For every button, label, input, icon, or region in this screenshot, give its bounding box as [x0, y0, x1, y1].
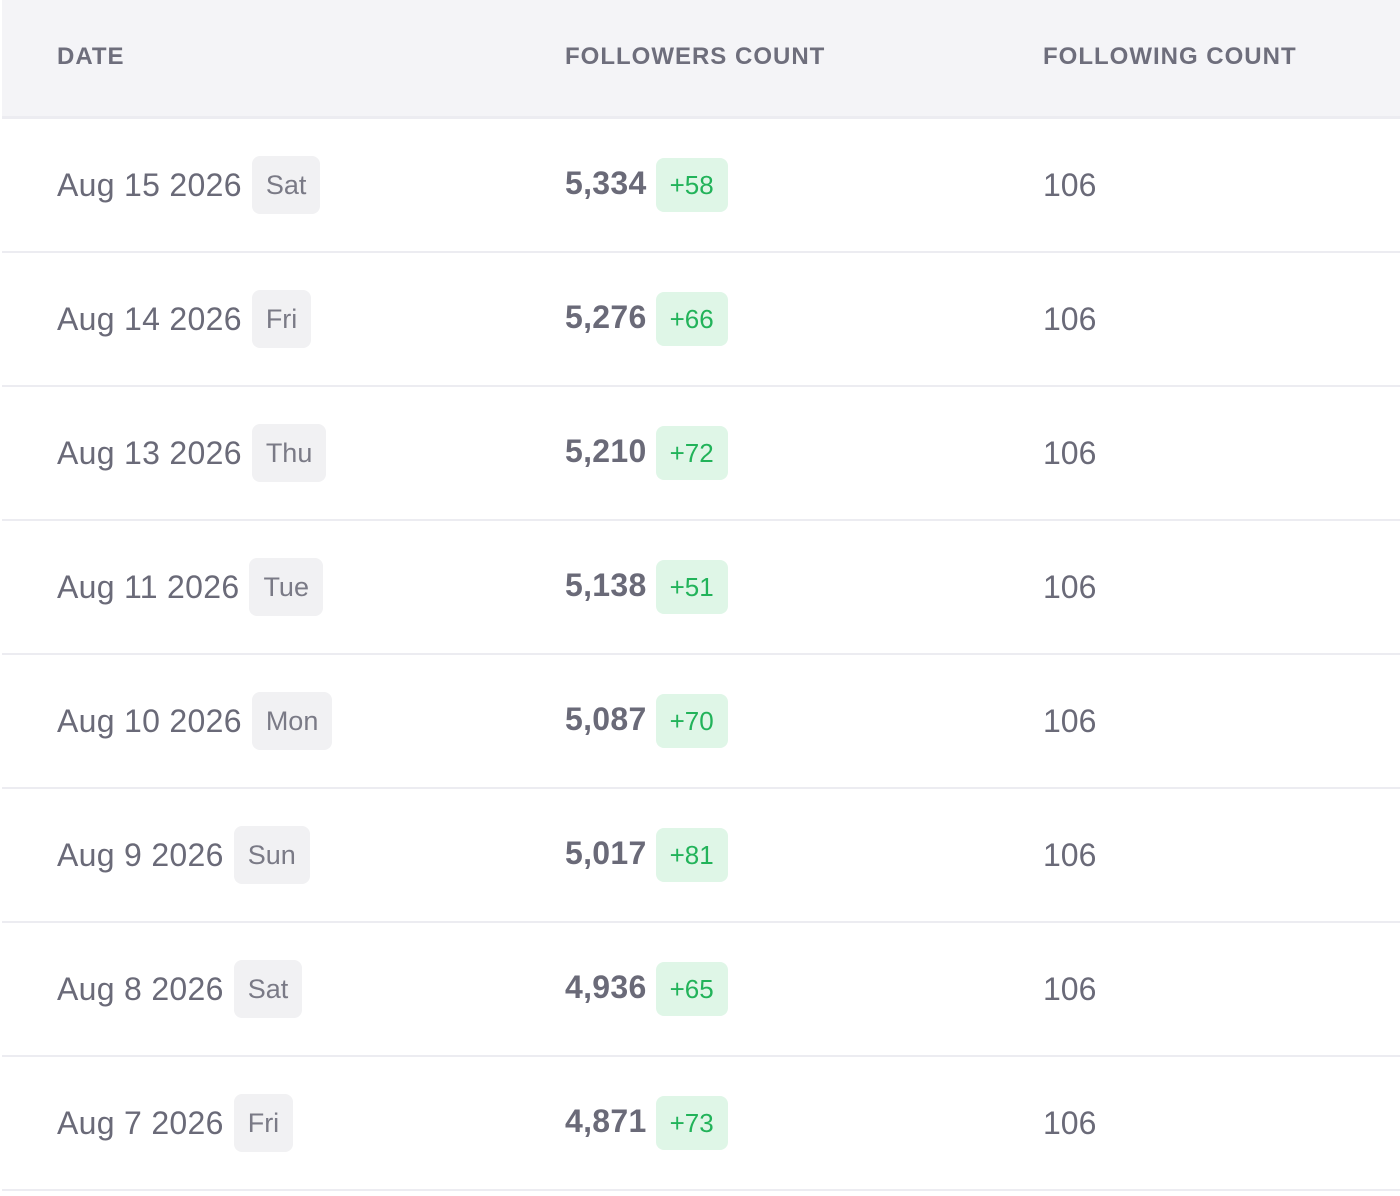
- following-count: 106: [1043, 970, 1097, 1007]
- table-row: Aug 11 2026 Tue 5,138 +51 106: [2, 521, 1400, 655]
- table-row: Aug 13 2026 Thu 5,210 +72 106: [2, 387, 1400, 521]
- followers-count: 5,087: [565, 700, 647, 737]
- weekday-badge: Thu: [251, 424, 327, 482]
- date-cell: Aug 13 2026 Thu: [57, 387, 327, 519]
- table-row: Aug 8 2026 Sat 4,936 +65 106: [2, 923, 1400, 1057]
- weekday-badge: Mon: [251, 692, 333, 750]
- following-count: 106: [1043, 434, 1097, 471]
- date-text: Aug 7 2026: [57, 1104, 224, 1141]
- following-cell: 106: [1043, 521, 1096, 653]
- weekday-badge: Sat: [233, 960, 303, 1018]
- date-cell: Aug 9 2026 Sun: [57, 789, 310, 921]
- following-cell: 106: [1043, 923, 1096, 1055]
- followers-delta-badge: +70: [655, 694, 728, 748]
- following-cell: 106: [1043, 253, 1096, 385]
- followers-count: 5,276: [565, 298, 647, 335]
- followers-cell: 5,276 +66: [565, 253, 728, 385]
- table-header: DATE FOLLOWERS COUNT FOLLOWING COUNT: [2, 0, 1400, 119]
- followers-count: 5,210: [565, 432, 647, 469]
- following-cell: 106: [1043, 789, 1096, 921]
- following-count: 106: [1043, 166, 1097, 203]
- date-cell: Aug 7 2026 Fri: [57, 1057, 294, 1189]
- followers-cell: 4,871 +73: [565, 1057, 728, 1189]
- followers-count: 4,936: [565, 968, 647, 1005]
- followers-delta-badge: +51: [655, 560, 728, 614]
- date-cell: Aug 10 2026 Mon: [57, 655, 333, 787]
- column-header-following-count[interactable]: FOLLOWING COUNT: [1043, 43, 1297, 70]
- following-cell: 106: [1043, 1057, 1096, 1189]
- followers-delta-badge: +66: [655, 292, 728, 346]
- following-count: 106: [1043, 1104, 1097, 1141]
- weekday-badge: Sat: [251, 156, 321, 214]
- weekday-badge: Sun: [233, 826, 310, 884]
- date-text: Aug 11 2026: [57, 568, 240, 605]
- table-row: Aug 14 2026 Fri 5,276 +66 106: [2, 253, 1400, 387]
- followers-count: 5,138: [565, 566, 647, 603]
- column-header-followers-count[interactable]: FOLLOWERS COUNT: [565, 43, 826, 70]
- date-text: Aug 15 2026: [57, 166, 242, 203]
- table-row: Aug 10 2026 Mon 5,087 +70 106: [2, 655, 1400, 789]
- followers-count: 4,871: [565, 1102, 647, 1139]
- weekday-badge: Fri: [251, 290, 312, 348]
- date-text: Aug 13 2026: [57, 434, 242, 471]
- date-text: Aug 14 2026: [57, 300, 242, 337]
- following-cell: 106: [1043, 387, 1096, 519]
- following-count: 106: [1043, 568, 1097, 605]
- following-count: 106: [1043, 300, 1097, 337]
- followers-count: 5,017: [565, 834, 647, 871]
- date-cell: Aug 11 2026 Tue: [57, 521, 323, 653]
- date-cell: Aug 14 2026 Fri: [57, 253, 312, 385]
- followers-delta-badge: +73: [655, 1096, 728, 1150]
- followers-count: 5,334: [565, 164, 647, 201]
- following-cell: 106: [1043, 119, 1096, 251]
- followers-delta-badge: +58: [655, 158, 728, 212]
- following-cell: 106: [1043, 655, 1096, 787]
- date-cell: Aug 15 2026 Sat: [57, 119, 321, 251]
- table-row: Aug 7 2026 Fri 4,871 +73 106: [2, 1057, 1400, 1191]
- column-header-date[interactable]: DATE: [57, 43, 125, 70]
- followers-cell: 4,936 +65: [565, 923, 728, 1055]
- table-body: Aug 15 2026 Sat 5,334 +58 106 Aug 14 202…: [2, 119, 1400, 1191]
- followers-cell: 5,210 +72: [565, 387, 728, 519]
- followers-cell: 5,017 +81: [565, 789, 728, 921]
- table-row: Aug 9 2026 Sun 5,017 +81 106: [2, 789, 1400, 923]
- table-row: Aug 15 2026 Sat 5,334 +58 106: [2, 119, 1400, 253]
- weekday-badge: Tue: [249, 558, 323, 616]
- weekday-badge: Fri: [233, 1094, 294, 1152]
- date-text: Aug 9 2026: [57, 836, 224, 873]
- following-count: 106: [1043, 836, 1097, 873]
- followers-cell: 5,087 +70: [565, 655, 728, 787]
- date-cell: Aug 8 2026 Sat: [57, 923, 303, 1055]
- followers-cell: 5,334 +58: [565, 119, 728, 251]
- followers-delta-badge: +72: [655, 426, 728, 480]
- followers-delta-badge: +81: [655, 828, 728, 882]
- date-text: Aug 8 2026: [57, 970, 224, 1007]
- date-text: Aug 10 2026: [57, 702, 242, 739]
- followers-delta-badge: +65: [655, 962, 728, 1016]
- followers-cell: 5,138 +51: [565, 521, 728, 653]
- following-count: 106: [1043, 702, 1097, 739]
